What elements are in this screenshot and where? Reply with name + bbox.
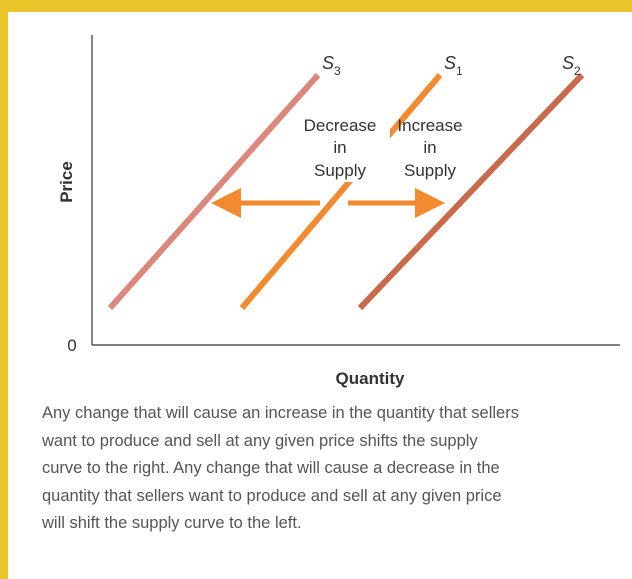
supply-curve-s3 [107, 73, 321, 310]
label-backdrop [290, 110, 390, 182]
left-border [0, 0, 8, 579]
supply-curve-s1 [239, 73, 443, 310]
annotation: Supply [404, 161, 456, 180]
caption-line: quantity that sellers want to produce an… [42, 487, 502, 505]
caption-line: Any change that will cause an increase i… [42, 404, 519, 422]
annotation: Increase [397, 116, 462, 135]
curve-label: S2 [562, 53, 581, 78]
supply-curve-s2 [357, 72, 585, 311]
caption-line: will shift the supply curve to the left. [41, 514, 302, 532]
x-axis-label: Quantity [336, 369, 405, 388]
caption-line: want to produce and sell at any given pr… [41, 432, 478, 450]
annotation: in [423, 138, 436, 157]
top-border [0, 0, 632, 12]
curve-label: S3 [322, 53, 341, 78]
annotation: Decrease [304, 116, 377, 135]
caption-line: curve to the right. Any change that will… [42, 459, 500, 477]
annotation: Supply [314, 161, 366, 180]
y-axis-label: Price [57, 161, 76, 203]
origin-label: 0 [67, 336, 76, 355]
curve-label: S1 [444, 53, 463, 78]
annotation: in [333, 138, 346, 157]
